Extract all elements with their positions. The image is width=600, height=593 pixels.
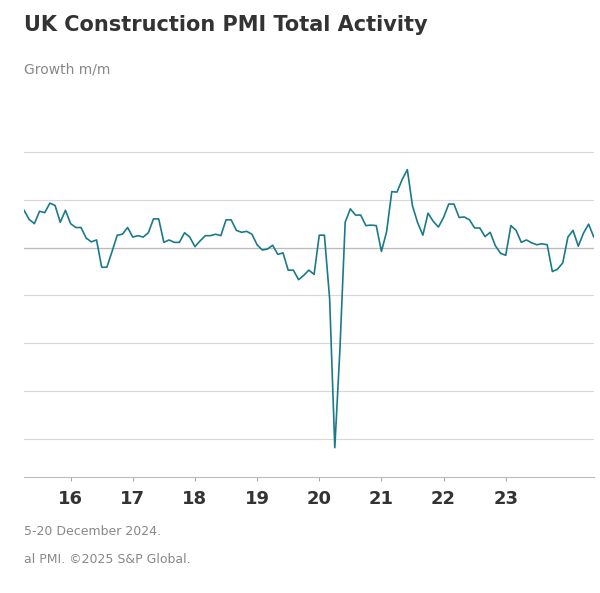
Text: 5-20 December 2024.: 5-20 December 2024. xyxy=(24,525,161,538)
Text: Growth m/m: Growth m/m xyxy=(24,62,110,76)
Text: al PMI. ©2025 S&P Global.: al PMI. ©2025 S&P Global. xyxy=(24,553,191,566)
Text: UK Construction PMI Total Activity: UK Construction PMI Total Activity xyxy=(24,15,428,35)
